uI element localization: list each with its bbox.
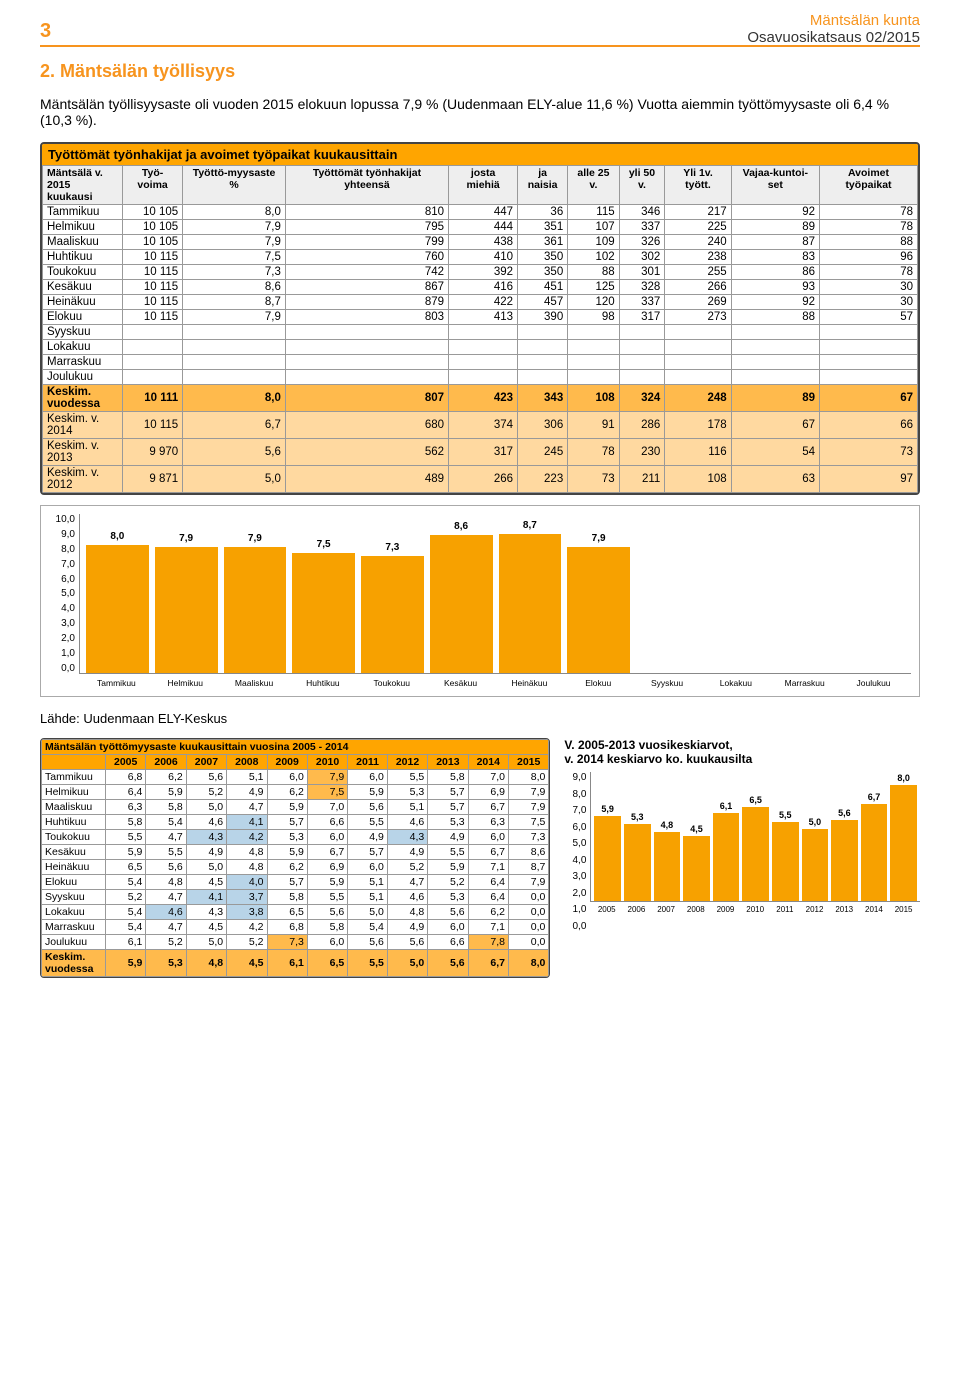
bar: 8,7 [499,534,562,673]
table-row: Kesäkuu10 1158,68674164511253282669330 [43,280,918,295]
bar: 6,7 [861,804,888,901]
main-table-box: Työttömät työnhakijat ja avoimet työpaik… [40,142,920,495]
yearly-avg-panel: V. 2005-2013 vuosikeskiarvot, v. 2014 ke… [564,738,920,978]
page-header: 3 Mäntsälän kunta Osavuosikatsaus 02/201… [40,20,920,47]
bar: 8,0 [86,545,149,673]
historical-rate-table: Mäntsälän työttömyysaste kuukausittain v… [41,739,549,977]
yearly-avg-chart: 9,08,07,06,05,04,03,02,01,00,0 5,95,34,8… [564,772,920,914]
bar: 5,5 [772,822,799,901]
table1-col-header: Mäntsälä v. 2015 kuukausi [43,166,123,205]
table2-year-header: 2009 [267,755,307,770]
chart1-bars: 8,07,97,97,57,38,68,77,9 [79,514,911,674]
page-number: 3 [40,20,51,42]
bar: 4,8 [654,832,681,901]
table-row: Toukokuu10 1157,3742392350883012558678 [43,265,918,280]
table2-title: Mäntsälän työttömyysaste kuukausittain v… [42,740,549,755]
table-row: Huhtikuu5,85,44,64,15,76,65,54,65,36,37,… [42,815,549,830]
section-title: 2. Mäntsälän työllisyys [40,61,920,82]
header-org-block: Mäntsälän kunta Osavuosikatsaus 02/2015 [747,12,920,46]
table1-col-header: alle 25 v. [568,166,619,205]
intro-paragraph: Mäntsälän työllisyysaste oli vuoden 2015… [40,96,920,128]
table2-year-header: 2014 [468,755,508,770]
table-row: Kesäkuu5,95,54,94,85,96,75,74,95,56,78,6 [42,845,549,860]
bar: 7,9 [567,547,630,673]
table-row: Maaliskuu10 1057,97994383611093262408788 [43,235,918,250]
table-row: Marraskuu [43,355,918,370]
table1-col-header: Työ-voima [123,166,183,205]
source-note: Lähde: Uudenmaan ELY-Keskus [40,711,920,726]
table2-year-header: 2008 [227,755,267,770]
unemployment-table: Mäntsälä v. 2015 kuukausiTyö-voimaTyöttö… [42,165,918,493]
table2-year-header: 2015 [508,755,548,770]
table-row: Helmikuu10 1057,97954443511073372258978 [43,220,918,235]
table2-year-header: 2007 [186,755,226,770]
bar: 7,3 [361,556,424,673]
table-row: Marraskuu5,44,74,54,26,85,85,44,96,07,10… [42,920,549,935]
chart2-yaxis: 9,08,07,06,05,04,03,02,01,00,0 [560,772,586,932]
bar: 5,0 [802,829,829,901]
table1-col-header: Vajaa-kuntoi-set [731,166,819,205]
table-row: Elokuu10 1157,9803413390983172738857 [43,310,918,325]
table1-col-header: Avoimet työpaikat [820,166,918,205]
table-row: Elokuu5,44,84,54,05,75,95,14,75,26,47,9 [42,875,549,890]
table-summary-row: Keskim. v. 20129 8715,048926622373211108… [43,466,918,493]
table2-avg-row: Keskim. vuodessa5,95,34,84,56,16,55,55,0… [42,950,549,977]
chart1-xlabels: TammikuuHelmikuuMaaliskuuHuhtikuuToukoku… [79,678,911,688]
table-row: Joulukuu6,15,25,05,27,36,05,65,66,67,80,… [42,935,549,950]
table2-year-header: 2005 [106,755,146,770]
table2-year-header: 2011 [348,755,388,770]
bar: 6,1 [713,813,740,901]
bar: 6,5 [742,807,769,901]
table2-year-header: 2012 [387,755,427,770]
chart1-yaxis: 10,09,08,07,06,05,04,03,02,01,00,0 [49,514,75,674]
bar: 7,9 [224,547,287,673]
table-row: Helmikuu6,45,95,24,96,27,55,95,35,76,97,… [42,785,549,800]
table-row: Tammikuu10 1058,0810447361153462179278 [43,205,918,220]
bar: 5,6 [831,820,858,901]
chart2-bars: 5,95,34,84,56,16,55,55,05,66,78,0 [590,772,920,902]
bottom-row: Mäntsälän työttömyysaste kuukausittain v… [40,738,920,978]
table-row: Lokakuu [43,340,918,355]
table1-col-header: Työttömät työnhakijat yhteensä [285,166,448,205]
chart2-xlabels: 2005200620072008200920102011201220132014… [590,905,920,914]
bar: 8,6 [430,535,493,673]
table-row: Maaliskuu6,35,85,04,75,97,05,65,15,76,77… [42,800,549,815]
bar: 7,5 [292,553,355,673]
chart1-wrapper: 10,09,08,07,06,05,04,03,02,01,00,0 8,07,… [40,505,920,697]
org-name: Mäntsälän kunta [747,12,920,29]
table-row: Syyskuu5,24,74,13,75,85,55,14,65,36,40,0 [42,890,549,905]
table2-year-header: 2010 [307,755,347,770]
table1-col-header: Yli 1v. tyött. [665,166,731,205]
table-row: Syyskuu [43,325,918,340]
table-row: Heinäkuu6,55,65,04,86,26,96,05,25,97,18,… [42,860,549,875]
table-row: Tammikuu6,86,25,65,16,07,96,05,55,87,08,… [42,770,549,785]
bar: 8,0 [890,785,917,901]
bar: 5,9 [594,816,621,901]
table1-title: Työttömät työnhakijat ja avoimet työpaik… [42,144,918,165]
table1-col-header: Työttö-myysaste % [183,166,286,205]
chart2-title: V. 2005-2013 vuosikeskiarvot, v. 2014 ke… [564,738,920,766]
bar: 7,9 [155,547,218,673]
report-name: Osavuosikatsaus 02/2015 [747,29,920,46]
table2-year-header: 2006 [146,755,186,770]
table1-col-header: ja naisia [518,166,568,205]
table-summary-row: Keskim. v. 20139 9705,656231724578230116… [43,439,918,466]
bar: 4,5 [683,836,710,901]
table-summary-row: Keskim. vuodessa10 1118,0807423343108324… [43,385,918,412]
historical-table-box: Mäntsälän työttömyysaste kuukausittain v… [40,738,550,978]
table-row: Huhtikuu10 1157,57604103501023022388396 [43,250,918,265]
table1-col-header: josta miehiä [449,166,518,205]
table-summary-row: Keskim. v. 201410 1156,76803743069128617… [43,412,918,439]
table1-col-header: yli 50 v. [619,166,665,205]
table2-year-header: 2013 [428,755,468,770]
table-row: Joulukuu [43,370,918,385]
monthly-rate-chart: 10,09,08,07,06,05,04,03,02,01,00,0 8,07,… [49,514,911,688]
table-row: Toukokuu5,54,74,34,25,36,04,94,34,96,07,… [42,830,549,845]
bar: 5,3 [624,824,651,901]
table-row: Lokakuu5,44,64,33,86,55,65,04,85,66,20,0 [42,905,549,920]
table-row: Heinäkuu10 1158,78794224571203372699230 [43,295,918,310]
